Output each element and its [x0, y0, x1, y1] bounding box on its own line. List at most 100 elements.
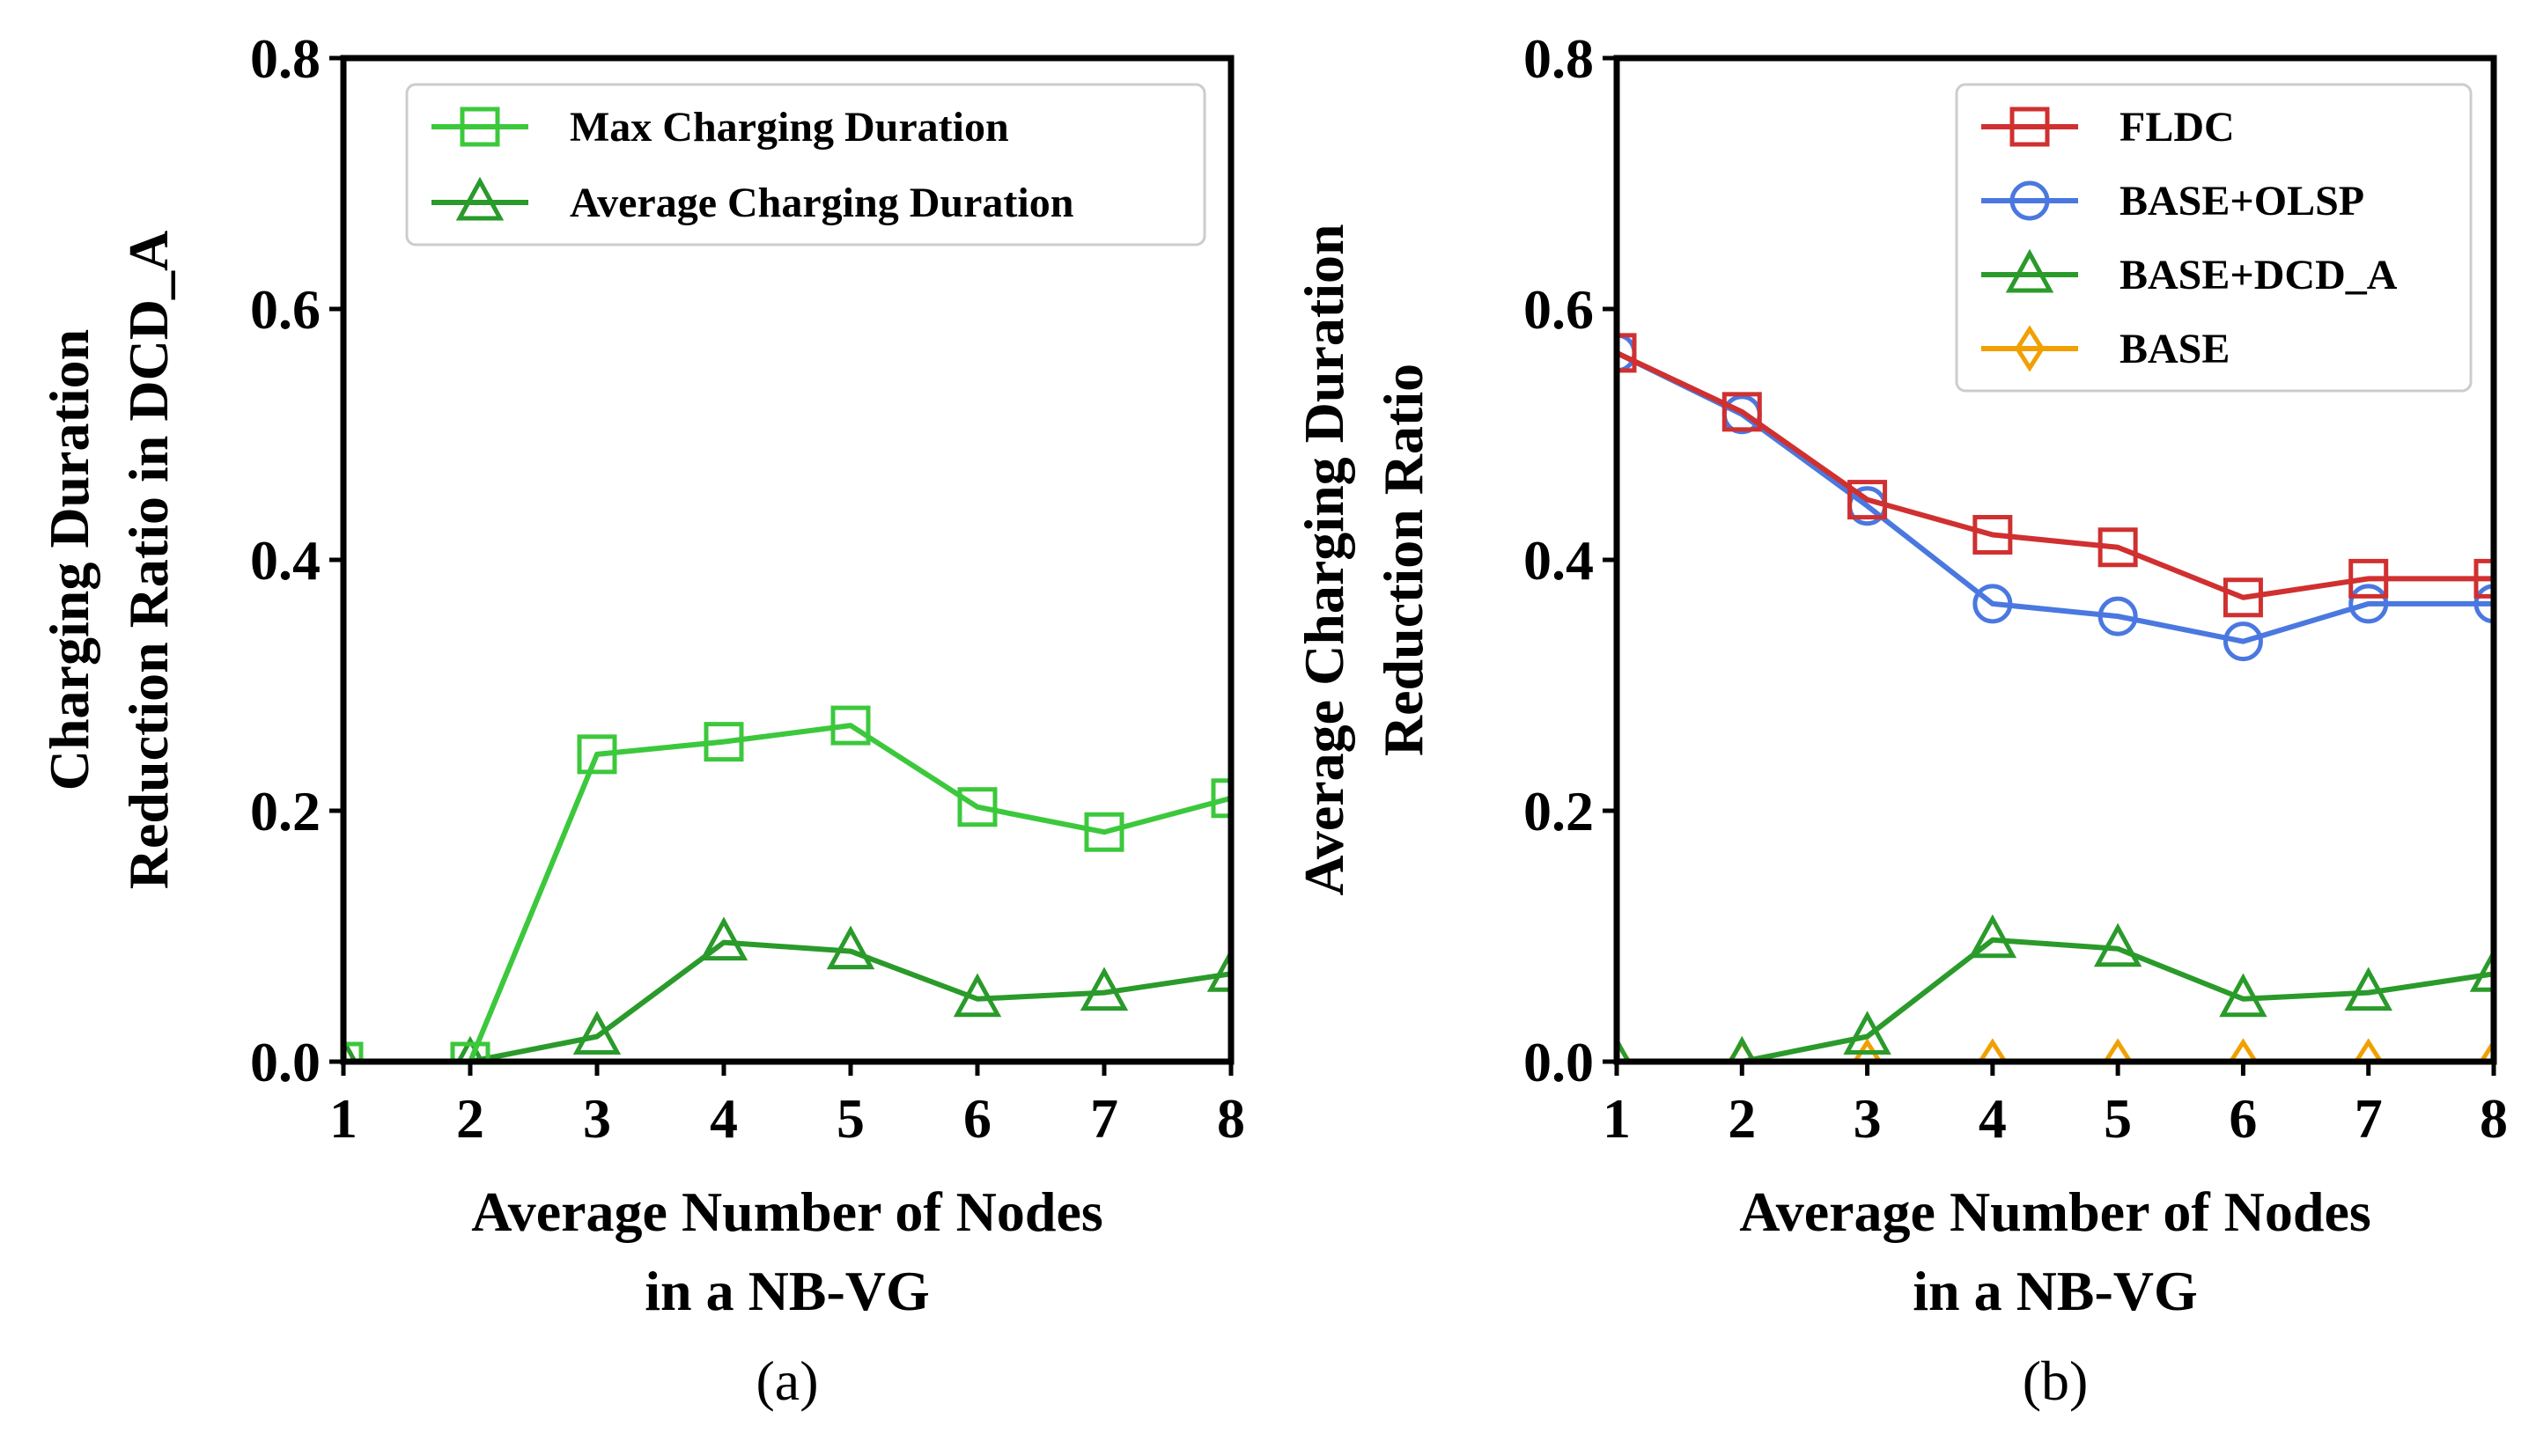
y-tick-label: 0.2: [250, 780, 321, 842]
data-point: [2228, 1038, 2259, 1063]
legend-box: [1955, 83, 2473, 393]
x-tick-label: 3: [583, 1087, 611, 1150]
data-point: [704, 722, 744, 762]
x-tick-label: 5: [2104, 1087, 2132, 1150]
plot-area: [1615, 333, 2495, 1063]
data-point: [2353, 1038, 2384, 1063]
data-point: [1852, 1038, 1883, 1063]
y-tick-label: 0.4: [250, 529, 321, 592]
data-point: [2348, 558, 2389, 599]
y-tick-label: 0.2: [1523, 780, 1594, 842]
data-point: [2223, 621, 2263, 662]
data-point: [2344, 967, 2392, 1011]
x-tick-label: 6: [963, 1087, 992, 1150]
y-tick-label: 0.4: [1523, 529, 1594, 592]
x-tick-label: 8: [2480, 1087, 2508, 1150]
legend-marker: [2009, 107, 2050, 147]
legend-box: [405, 83, 1206, 246]
y-axis-label: Reduction Ratio in DCD_A: [117, 231, 180, 889]
y-tick-label: 0.8: [250, 27, 321, 90]
legend-entry: Average Charging Duration: [431, 176, 1073, 226]
x-tick-label: 4: [710, 1087, 738, 1150]
series-line: [343, 723, 1232, 1063]
x-axis-label: in a NB-VG: [645, 1260, 930, 1322]
data-point: [826, 925, 875, 970]
data-point: [2479, 1038, 2495, 1063]
legend-entry: BASE+OLSP: [1981, 178, 2364, 224]
x-tick-label: 6: [2229, 1087, 2257, 1150]
data-point: [2103, 1038, 2134, 1063]
data-point: [1080, 967, 1129, 1011]
data-point: [1084, 812, 1124, 852]
x-tick-label: 5: [837, 1087, 865, 1150]
legend: Max Charging Duration Average Charging Du…: [405, 83, 1206, 246]
legend-entry: Max Charging Duration: [431, 104, 1009, 151]
data-point: [1843, 1011, 1891, 1055]
panel-caption: (a): [756, 1349, 818, 1412]
plot-area: [342, 705, 1233, 1063]
data-point: [1977, 1038, 2008, 1063]
data-point: [957, 787, 998, 827]
series-fldc: [1615, 333, 2495, 618]
legend-label: BASE: [2119, 326, 2230, 372]
data-point: [577, 734, 617, 775]
data-point: [572, 1011, 622, 1055]
legend-marker: [2015, 325, 2045, 372]
data-point: [830, 705, 871, 746]
data-point: [953, 973, 1002, 1018]
data-point: [1847, 480, 1888, 520]
legend-marker: [460, 107, 500, 147]
legend-entry: FLDC: [1981, 104, 2235, 151]
x-axis-label: in a NB-VG: [1913, 1260, 2198, 1322]
x-tick-label: 3: [1854, 1087, 1882, 1150]
y-tick-label: 0.0: [1523, 1031, 1594, 1093]
data-point: [699, 916, 748, 961]
y-axis-label: Average Charging Duration: [1293, 224, 1355, 895]
x-tick-label: 1: [1603, 1087, 1631, 1150]
data-point: [1972, 584, 2013, 624]
data-point: [1968, 914, 2017, 959]
legend-entry: BASE: [1981, 325, 2230, 372]
chart-panel-b: 0.0 0.2 0.4 0.6 0.8 1 2 3 4 5 6 7 8 Average Number of…: [1293, 27, 2508, 1412]
y-tick-label: 0.6: [1523, 278, 1594, 341]
y-tick-label: 0.6: [250, 278, 321, 341]
panel-caption: (b): [2023, 1349, 2089, 1412]
legend-label: Average Charging Duration: [570, 180, 1073, 226]
data-point: [2093, 923, 2142, 967]
data-point: [2348, 584, 2389, 624]
series-line: [1615, 350, 2494, 600]
x-tick-label: 4: [1979, 1087, 2007, 1150]
series-max-charging-duration: [342, 705, 1233, 1063]
data-point: [2097, 527, 2138, 568]
legend-label: BASE+DCD_A: [2119, 252, 2398, 298]
y-tick-label: 0.8: [1523, 27, 1594, 90]
legend-entry: BASE+DCD_A: [1981, 248, 2398, 298]
data-point: [1721, 392, 1762, 432]
series-average-charging-duration: [342, 916, 1233, 1063]
x-tick-label: 7: [2355, 1087, 2383, 1150]
legend-marker: [455, 176, 505, 221]
series-line: [343, 939, 1232, 1063]
x-tick-label: 8: [1217, 1087, 1245, 1150]
legend-label: FLDC: [2119, 104, 2235, 151]
data-point: [2219, 973, 2267, 1018]
data-point: [2223, 577, 2263, 618]
legend: FLDC BASE+OLSP BASE+DCD_A BASE: [1955, 83, 2473, 393]
x-tick-label: 2: [456, 1087, 484, 1150]
x-tick-label: 1: [329, 1087, 358, 1150]
chart-panel-a: 0.0 0.2 0.4 0.6 0.8 1 2 3 4 5 6 7 8 Average Number of…: [38, 27, 1245, 1412]
series-line: [1617, 937, 2495, 1063]
y-tick-label: 0.0: [250, 1031, 321, 1093]
y-axis-label: Charging Duration: [38, 329, 100, 791]
x-axis-label: Average Number of Nodes: [471, 1180, 1103, 1243]
x-tick-label: 2: [1728, 1087, 1756, 1150]
legend-marker: [2009, 180, 2050, 221]
legend-label: Max Charging Duration: [570, 104, 1009, 151]
x-tick-label: 7: [1090, 1087, 1118, 1150]
x-axis-label: Average Number of Nodes: [1739, 1180, 2371, 1243]
legend-label: BASE+OLSP: [2119, 178, 2364, 224]
y-axis-label: Reduction Ratio: [1372, 364, 1434, 756]
data-point: [1972, 515, 2013, 555]
legend-marker: [2005, 248, 2054, 293]
